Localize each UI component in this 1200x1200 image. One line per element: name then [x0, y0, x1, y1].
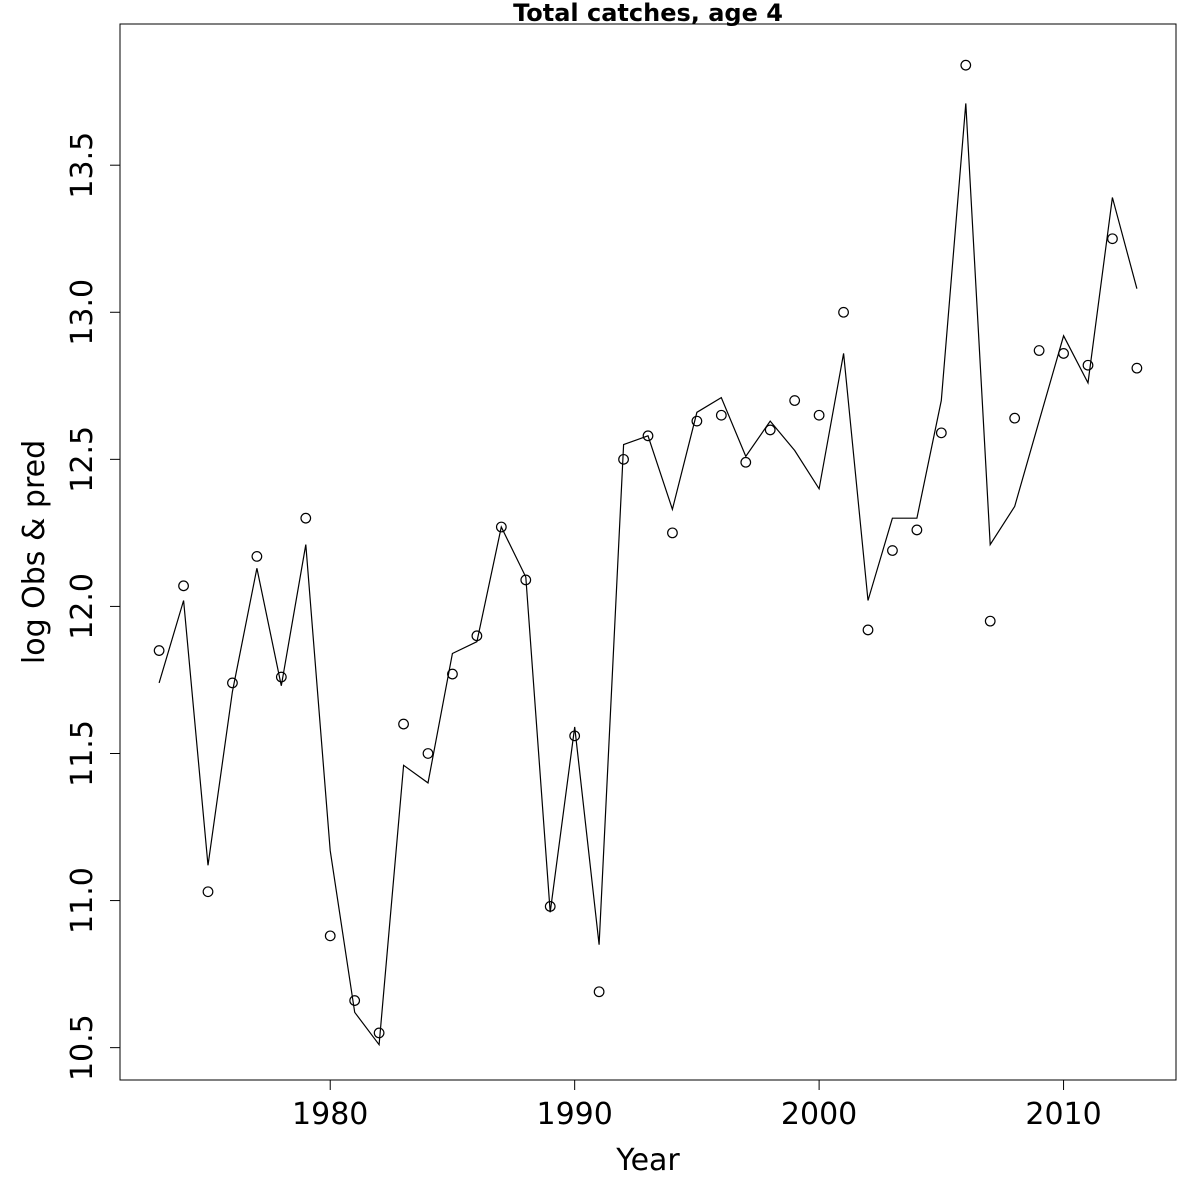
- y-tick-label: 11.0: [65, 867, 100, 934]
- x-axis: 1980 1990 2000 2010: [292, 1079, 1102, 1132]
- observed-point: [642, 430, 654, 442]
- observed-point: [227, 677, 238, 689]
- observed-point: [495, 521, 507, 533]
- observed-point: [984, 615, 996, 627]
- observed-point: [324, 930, 336, 942]
- y-tick-label: 12.5: [65, 426, 100, 493]
- observed-point: [1107, 233, 1118, 245]
- observed-point: [373, 1027, 385, 1039]
- observed-point: [178, 580, 189, 592]
- y-axis-label: log Obs & pred: [17, 440, 52, 664]
- y-tick-label: 12.0: [65, 573, 100, 640]
- observed-point: [740, 456, 752, 468]
- observed-point: [153, 645, 165, 656]
- observed-point: [300, 512, 312, 524]
- observed-point: [1131, 362, 1143, 374]
- y-tick-label: 10.5: [65, 1014, 100, 1081]
- series-layer: [153, 59, 1143, 1047]
- observed-point: [1009, 412, 1021, 424]
- observed-point: [1058, 348, 1069, 359]
- x-tick-label: 1980: [292, 1097, 368, 1132]
- observed-point: [887, 545, 898, 556]
- y-tick-label: 13.5: [65, 132, 100, 199]
- observed-point: [715, 409, 727, 421]
- x-axis-label: Year: [615, 1143, 680, 1178]
- plot-frame: [119, 23, 1177, 1081]
- observed-point: [789, 395, 801, 406]
- observed-point: [911, 524, 923, 536]
- x-tick-label: 1990: [536, 1097, 612, 1132]
- x-tick-label: 2000: [781, 1097, 857, 1132]
- observed-point: [593, 986, 605, 998]
- observed-point: [813, 409, 825, 421]
- observed-point: [862, 624, 874, 636]
- y-tick-label: 13.0: [65, 279, 100, 346]
- observed-point: [569, 730, 581, 742]
- y-axis: 10.5 11.0 11.5 12.0 12.5 13.0 13.5: [65, 132, 121, 1081]
- observed-point: [1082, 359, 1094, 371]
- observed-point: [447, 668, 458, 680]
- observed-point: [691, 415, 703, 427]
- observed-point: [349, 995, 361, 1006]
- observed-point: [838, 306, 849, 318]
- x-tick-label: 2010: [1025, 1097, 1101, 1132]
- predicted-line: [158, 103, 1138, 1047]
- observed-point: [398, 718, 409, 730]
- observed-point: [275, 671, 287, 683]
- observed-point: [202, 886, 214, 898]
- y-tick-label: 11.5: [65, 720, 100, 787]
- observed-point: [251, 551, 263, 562]
- observed-point: [935, 427, 947, 439]
- observed-point: [667, 527, 678, 539]
- observed-point: [960, 59, 972, 71]
- observed-point: [764, 424, 776, 436]
- observed-point: [1033, 345, 1045, 356]
- observed-point: [422, 748, 434, 759]
- chart-title: Total catches, age 4: [513, 0, 783, 27]
